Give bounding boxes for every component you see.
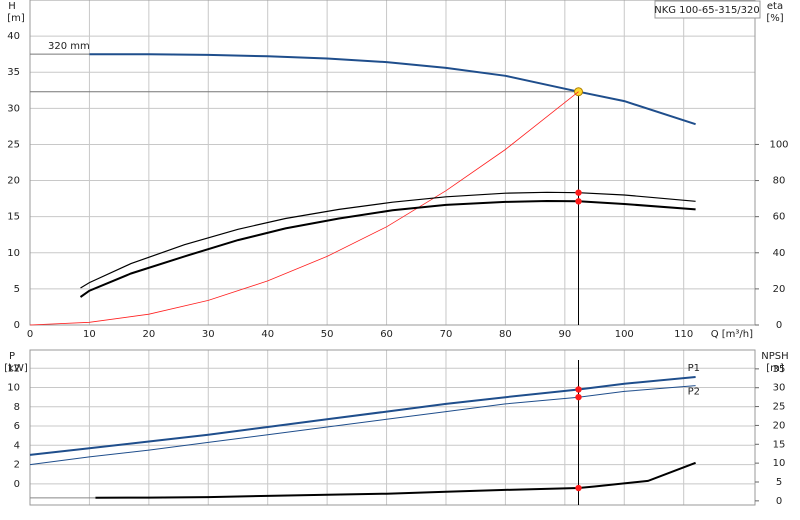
y2-tick-label: 0 [776, 320, 782, 331]
y-tick-label: 20 [7, 176, 20, 187]
y2-tick-label: 10 [773, 458, 786, 469]
y2-tick-label: 15 [773, 439, 786, 450]
series-line [89, 53, 696, 126]
y-tick-label: 10 [7, 248, 20, 259]
x-tick-label: 30 [202, 329, 215, 340]
y2-tick-label: 35 [773, 364, 786, 375]
y2-tick-label: 60 [773, 212, 786, 223]
x-tick-label: 10 [83, 329, 96, 340]
y-tick-label: 30 [7, 103, 20, 114]
y2-tick-label: 100 [769, 139, 788, 150]
y-tick-label: 0 [14, 320, 20, 331]
series-label: P2 [688, 387, 700, 398]
y-tick-label: 10 [7, 383, 20, 394]
series-line [29, 376, 696, 456]
x-tick-label: 0 [27, 329, 33, 340]
plot-frame [29, 349, 756, 506]
y2-axis-unit: [%] [766, 13, 783, 24]
x-tick-label: 70 [440, 329, 453, 340]
y2-axis-label: eta [767, 1, 783, 12]
series-line [80, 191, 696, 289]
plot-frame [29, 0, 756, 326]
y-tick-label: 0 [14, 479, 20, 490]
x-tick-label: 100 [615, 329, 634, 340]
duty-marker [575, 393, 582, 401]
y-axis-label: H [8, 1, 16, 12]
chart-title: NKG 100-65-315/320 [654, 5, 760, 16]
series-label: P1 [688, 363, 700, 374]
duty-marker [575, 484, 582, 492]
y-tick-label: 2 [14, 460, 20, 471]
y-tick-label: 4 [14, 440, 20, 451]
y2-tick-label: 20 [773, 284, 786, 295]
y2-tick-label: 30 [773, 383, 786, 394]
title-box [654, 0, 761, 19]
duty-marker [575, 386, 582, 393]
y2-tick-label: 80 [773, 176, 786, 187]
series-line [95, 461, 696, 499]
y-tick-label: 40 [7, 31, 20, 42]
y-axis-unit: [kW] [4, 363, 28, 374]
y2-axis-unit: [m] [766, 363, 784, 374]
duty-marker [575, 198, 582, 205]
x-axis-label: Q [m³/h] [711, 329, 753, 340]
x-tick-label: 20 [142, 329, 155, 340]
x-tick-label: 50 [321, 329, 334, 340]
y-tick-label: 5 [14, 284, 20, 295]
x-tick-label: 60 [380, 329, 393, 340]
y-tick-label: 35 [7, 67, 20, 78]
x-tick-label: 40 [261, 329, 274, 340]
y-tick-label: 12 [7, 363, 20, 374]
y-axis-label: P [9, 351, 15, 362]
x-tick-label: 80 [499, 329, 512, 340]
y2-tick-label: 5 [776, 477, 782, 488]
y2-axis-label: NPSH [761, 351, 788, 362]
x-tick-label: 90 [558, 329, 571, 340]
y2-tick-label: 25 [773, 402, 786, 413]
y-tick-label: 6 [14, 421, 20, 432]
y2-tick-label: 40 [773, 248, 786, 259]
y-tick-label: 25 [7, 139, 20, 150]
series-line [29, 91, 579, 326]
y-axis-unit: [m] [7, 13, 25, 24]
y-tick-label: 15 [7, 212, 20, 223]
series-label: 320 mm [48, 41, 90, 52]
y-tick-label: 8 [14, 402, 20, 413]
series-line [29, 385, 696, 466]
series-line [79, 199, 696, 298]
duty-marker [575, 189, 582, 196]
y2-tick-label: 20 [773, 420, 786, 431]
x-tick-label: 110 [674, 329, 693, 340]
y2-tick-label: 0 [776, 496, 782, 507]
